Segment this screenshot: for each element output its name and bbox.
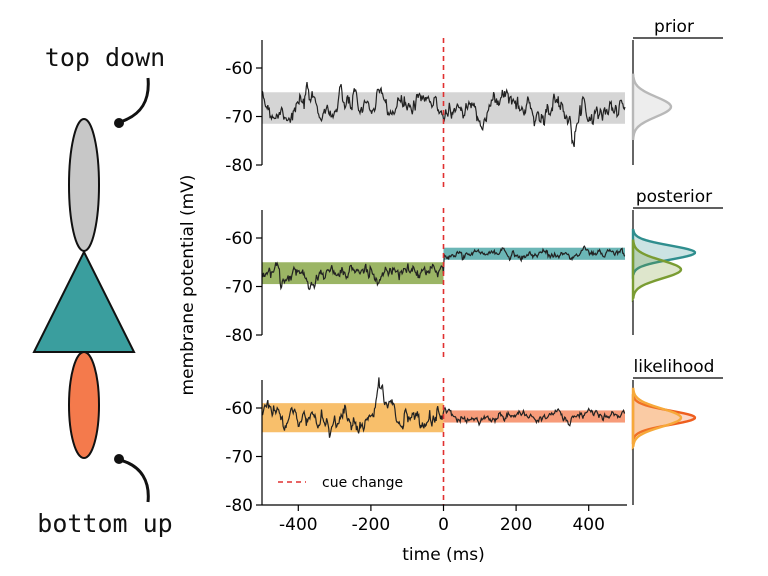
neuron-schematic: top down bottom up (32, 43, 173, 538)
soma (32, 249, 136, 353)
band-posterior-1 (443, 247, 625, 260)
bottom-up-arrow-dot (114, 454, 124, 464)
density-curve (631, 228, 697, 279)
ytick-label: -80 (225, 496, 253, 516)
y-axis-label: membrane potential (mV) (178, 175, 198, 396)
ytick-label: -80 (225, 156, 253, 176)
legend: cue change (278, 475, 403, 491)
density-curve (631, 73, 673, 140)
xtick-label: -400 (279, 515, 318, 535)
density-title: likelihood (634, 357, 715, 377)
xtick-label: 400 (572, 515, 604, 535)
apical-dendrite (68, 118, 100, 252)
density-curve (631, 394, 697, 445)
band-posterior-0 (262, 262, 444, 285)
xtick-label: 200 (500, 515, 532, 535)
ytick-label: -60 (225, 229, 253, 249)
density-curve (631, 239, 683, 303)
ytick-label: -70 (225, 448, 253, 468)
top-down-arrow-icon (119, 77, 150, 124)
xtick-label: -200 (352, 515, 391, 535)
top-down-label: top down (45, 43, 165, 72)
panel-prior: -60 -70 -80 prior (225, 17, 723, 187)
density-likelihood: likelihood (631, 357, 723, 505)
bottom-up-label: bottom up (37, 509, 172, 538)
density-title: posterior (636, 187, 712, 207)
xtick-label: 0 (438, 515, 449, 535)
panel-likelihood: -60 -70 -80 likelihood (225, 357, 723, 516)
bottom-up-arrow-icon (119, 458, 150, 503)
top-down-arrow-dot (114, 118, 124, 128)
x-axis-label: time (ms) (402, 545, 485, 565)
density-curve (631, 387, 683, 451)
chart: -60 -70 -80 prior -60 -70 -80 posterior -60 -70 -8… (178, 17, 723, 565)
ytick-label: -60 (225, 59, 253, 79)
legend-cue-label: cue change (322, 475, 403, 491)
ytick-label: -70 (225, 278, 253, 298)
ytick-label: -70 (225, 108, 253, 128)
panel-posterior: -60 -70 -80 posterior (225, 187, 723, 357)
density-posterior: posterior (631, 187, 723, 335)
ytick-label: -80 (225, 326, 253, 346)
density-prior: prior (631, 17, 723, 165)
trace-likelihood (261, 377, 626, 438)
density-title: prior (654, 17, 694, 37)
basal-dendrite (68, 351, 100, 459)
ytick-label: -60 (225, 399, 253, 419)
